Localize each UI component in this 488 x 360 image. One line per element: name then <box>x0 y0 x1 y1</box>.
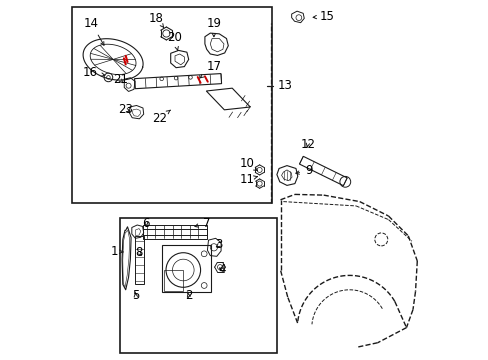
Text: 1: 1 <box>110 245 123 258</box>
Text: 10: 10 <box>239 157 257 171</box>
Text: 18: 18 <box>148 12 163 27</box>
Bar <box>135 236 143 284</box>
Text: 9: 9 <box>295 165 312 177</box>
Text: 4: 4 <box>218 263 225 276</box>
Text: 22: 22 <box>152 110 170 125</box>
Text: 6: 6 <box>142 217 150 230</box>
Text: 17: 17 <box>200 60 221 78</box>
Bar <box>120 218 276 353</box>
Text: 14: 14 <box>84 17 104 45</box>
Bar <box>142 229 206 239</box>
Bar <box>162 245 211 292</box>
Text: 21: 21 <box>113 73 127 86</box>
Text: 20: 20 <box>166 31 182 50</box>
Text: 19: 19 <box>206 17 221 37</box>
Text: 11: 11 <box>239 173 257 186</box>
Text: 2: 2 <box>184 289 192 302</box>
Text: 15: 15 <box>312 10 334 23</box>
Text: 12: 12 <box>300 138 315 150</box>
Bar <box>72 7 272 203</box>
Text: 8: 8 <box>135 246 142 259</box>
Text: 3: 3 <box>215 238 223 251</box>
Text: 23: 23 <box>118 103 133 116</box>
Bar <box>142 225 206 235</box>
Text: 16: 16 <box>83 66 104 78</box>
Bar <box>163 270 183 291</box>
Text: 5: 5 <box>132 289 139 302</box>
Text: 13: 13 <box>277 79 292 92</box>
Text: 7: 7 <box>195 217 210 230</box>
